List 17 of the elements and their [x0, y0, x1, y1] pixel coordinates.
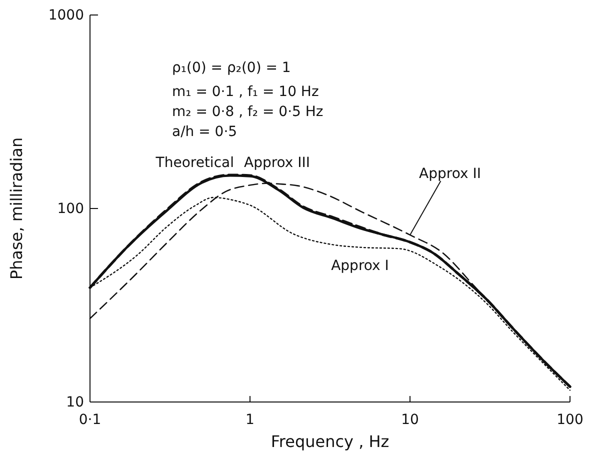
y-axis-title: Phase, milliradian [7, 137, 26, 280]
series-label: Approx III [244, 155, 310, 171]
annotation: m₂ = 0·8 , f₂ = 0·5 Hz [172, 104, 324, 120]
text: Approx II [419, 166, 481, 182]
x-tick-label: 100 [556, 412, 584, 428]
series-label: Theoretical [154, 155, 234, 171]
y-tick-label: 10 [66, 394, 84, 410]
x-tick-label: 0·1 [78, 412, 102, 428]
annotation: a/h = 0·5 [172, 124, 238, 140]
y-tick-label: 100 [57, 200, 84, 217]
y-tick-label: 1000 [48, 7, 84, 24]
series-label: Approx I [331, 258, 389, 274]
x-axis-title: Frequency , Hz [270, 432, 390, 451]
x-tick-label: 10 [401, 412, 419, 428]
annotation: ρ₁(0) = ρ₂(0) = 1 [172, 60, 291, 76]
annotation: m₁ = 0·1 , f₁ = 10 Hz [172, 84, 319, 100]
x-tick-label: 1 [246, 412, 254, 428]
